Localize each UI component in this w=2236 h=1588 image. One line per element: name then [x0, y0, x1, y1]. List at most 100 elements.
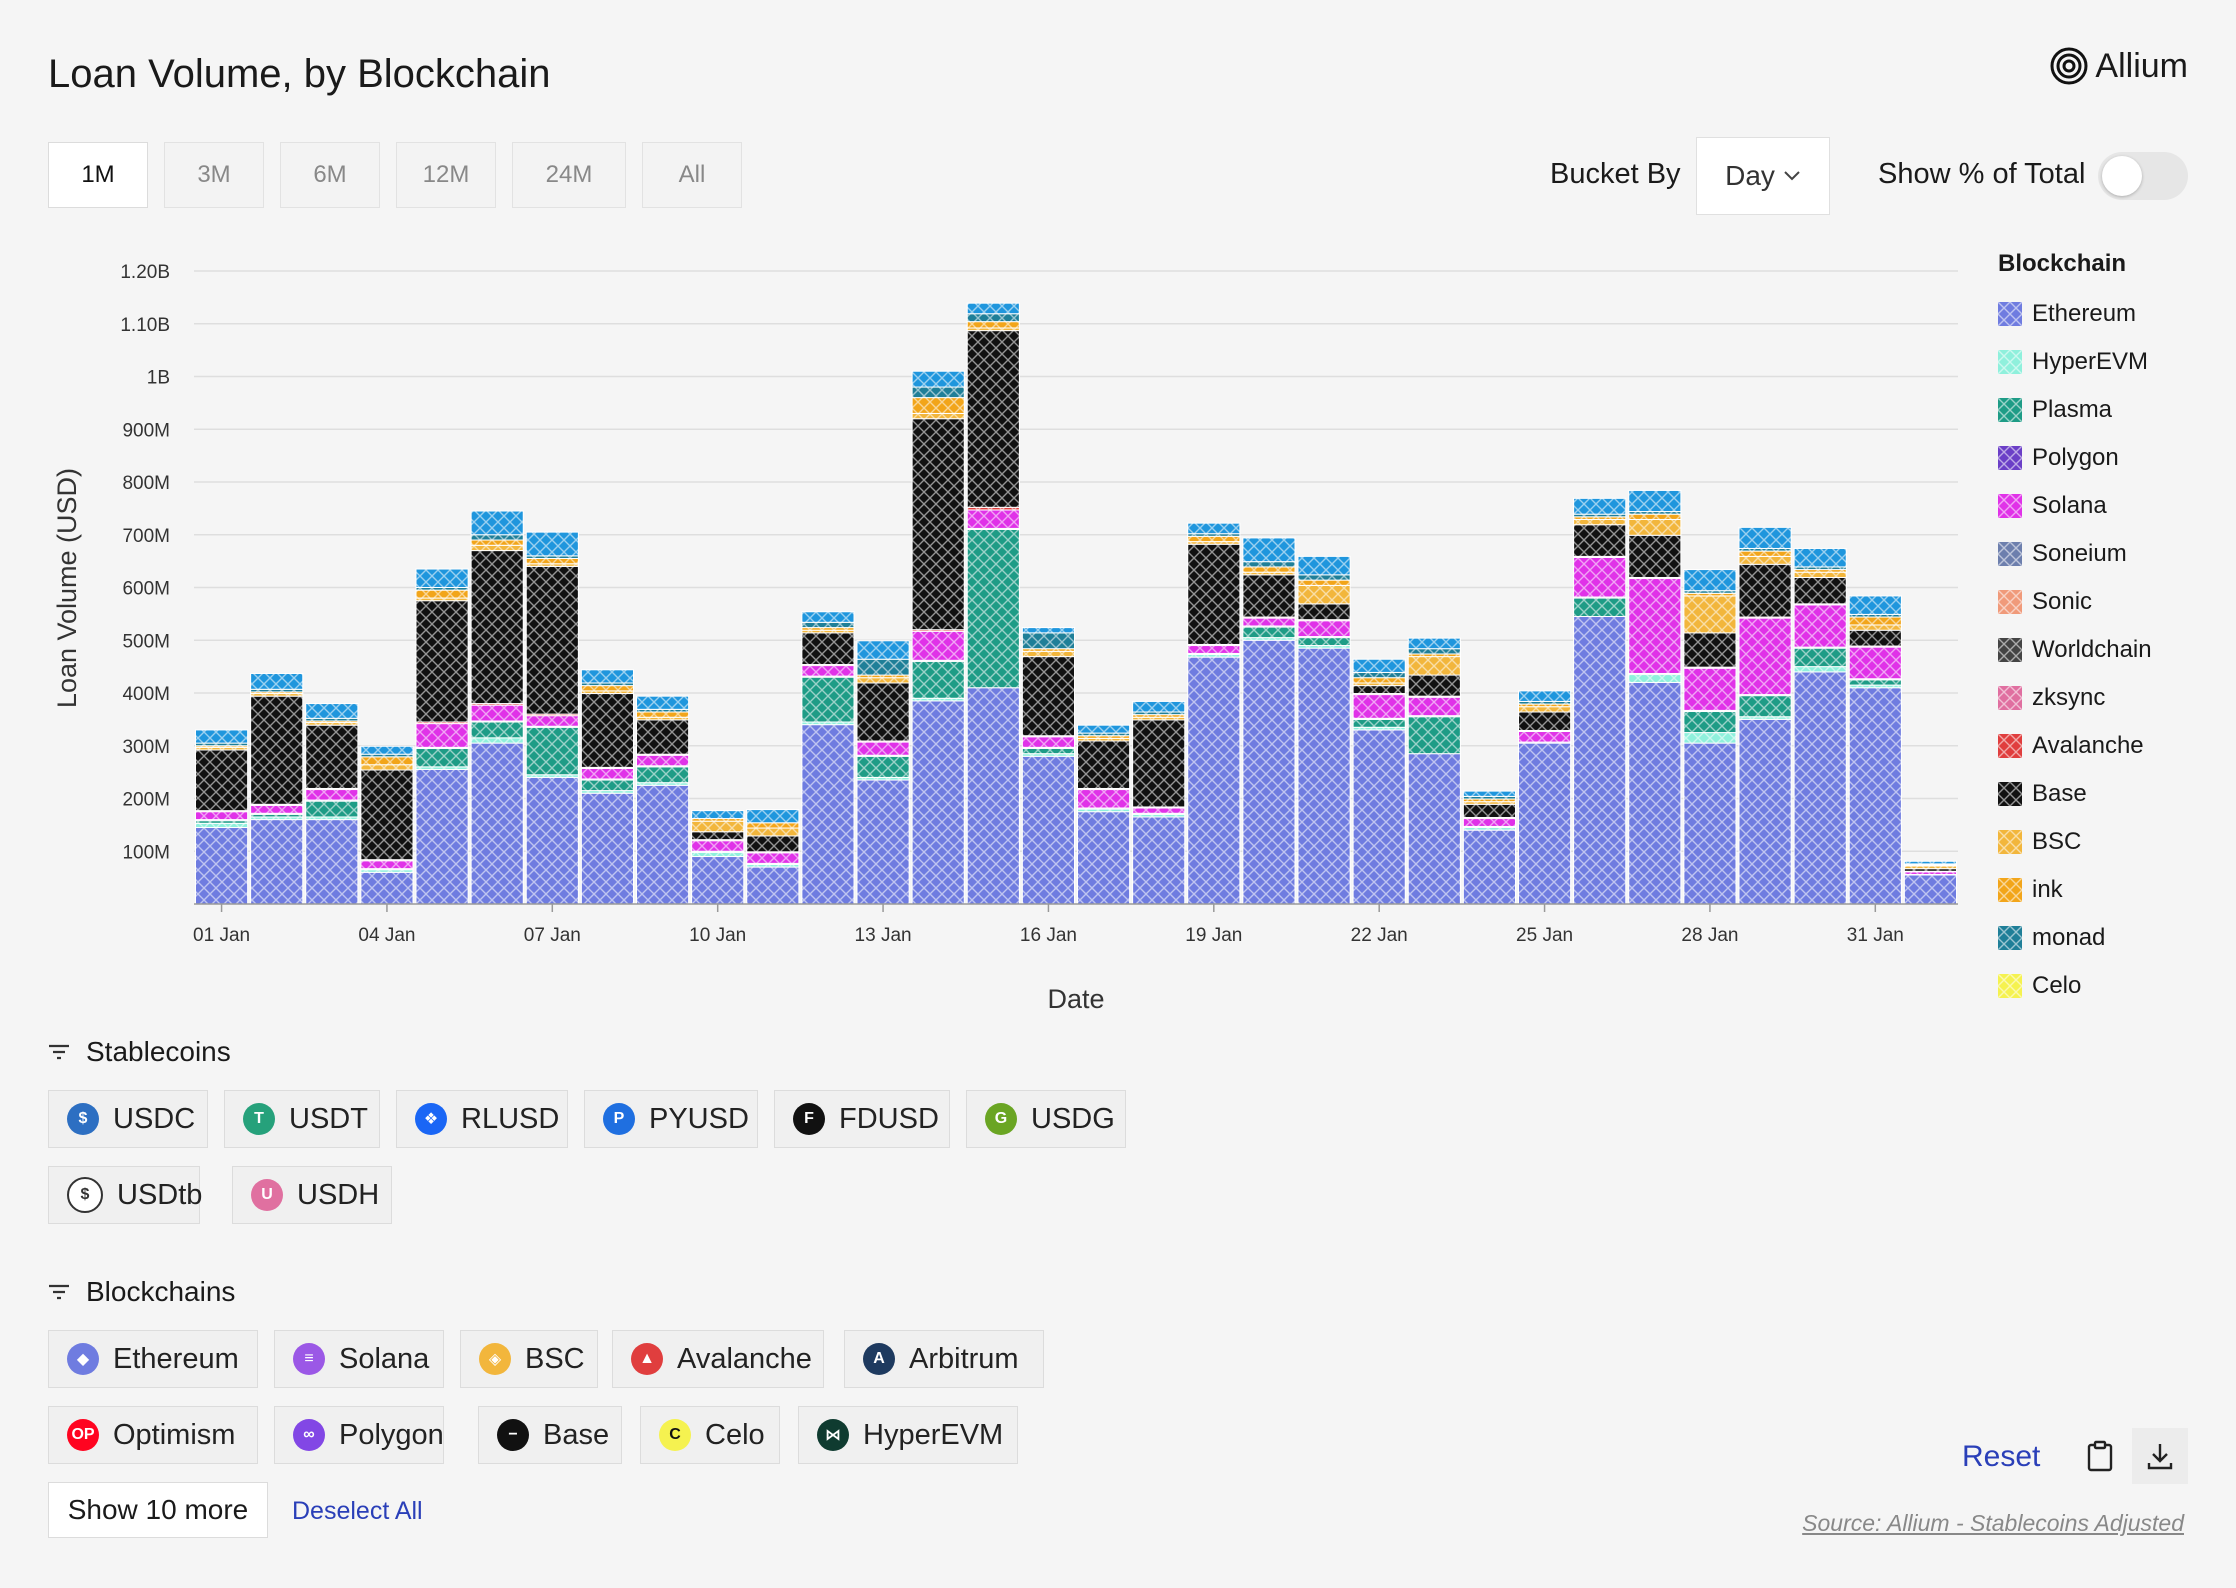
bar-segment-hyperevm-30-jan[interactable] — [1793, 666, 1847, 673]
bar-segment-monad-15-jan[interactable] — [966, 313, 1020, 323]
bar-segment-ethereum-26-jan[interactable] — [1573, 616, 1627, 905]
bar-segment-ethereum-17-jan[interactable] — [1077, 811, 1131, 905]
bar-segment-base-20-jan[interactable] — [1242, 574, 1296, 618]
bar-segment-ethereum-19-jan[interactable] — [1187, 656, 1241, 905]
bar-segment-plasma-05-jan[interactable] — [415, 747, 469, 768]
bar-segment-other-26-jan[interactable] — [1573, 497, 1627, 515]
bar-segment-solana-07-jan[interactable] — [525, 715, 579, 727]
legend-item-sonic[interactable]: Sonic — [1998, 578, 2152, 626]
bar-segment-other-19-jan[interactable] — [1187, 522, 1241, 535]
bar-segment-other-03-jan[interactable] — [305, 703, 359, 719]
bar-segment-ethereum-23-jan[interactable] — [1407, 753, 1461, 905]
bar-segment-monad-12-jan[interactable] — [801, 621, 855, 629]
bar-segment-solana-21-jan[interactable] — [1297, 620, 1351, 638]
bar-segment-other-01-feb[interactable] — [1903, 860, 1957, 865]
bar-segment-base-08-jan[interactable] — [580, 693, 634, 768]
stablecoin-chip-usdc[interactable]: $ USDC — [48, 1090, 208, 1148]
blockchain-chip-ethereum[interactable]: ◆ Ethereum — [48, 1330, 258, 1388]
bar-segment-monad-06-jan[interactable] — [470, 534, 524, 541]
bar-segment-base-09-jan[interactable] — [636, 719, 690, 755]
bar-segment-plasma-08-jan[interactable] — [580, 779, 634, 792]
bar-segment-bsc-21-jan[interactable] — [1297, 584, 1351, 605]
bar-segment-solana-11-jan[interactable] — [746, 852, 800, 864]
legend-item-ink[interactable]: ink — [1998, 866, 2152, 914]
bar-segment-other-15-jan[interactable] — [966, 302, 1020, 315]
bar-segment-base-27-jan[interactable] — [1628, 534, 1682, 578]
bar-segment-base-24-jan[interactable] — [1462, 803, 1516, 818]
bar-segment-base-14-jan[interactable] — [911, 418, 965, 631]
bar-segment-hyperevm-28-jan[interactable] — [1683, 732, 1737, 744]
bar-segment-base-12-jan[interactable] — [801, 632, 855, 666]
bar-segment-ethereum-24-jan[interactable] — [1462, 829, 1516, 905]
legend-item-avalanche[interactable]: Avalanche — [1998, 722, 2152, 770]
bar-segment-ethereum-06-jan[interactable] — [470, 742, 524, 905]
bar-segment-other-11-jan[interactable] — [746, 809, 800, 824]
bar-segment-monad-22-jan[interactable] — [1352, 671, 1406, 679]
bar-segment-plasma-26-jan[interactable] — [1573, 597, 1627, 618]
bar-segment-monad-21-jan[interactable] — [1297, 574, 1351, 581]
bar-segment-ethereum-04-jan[interactable] — [360, 871, 414, 905]
bar-segment-ethereum-13-jan[interactable] — [856, 779, 910, 905]
bar-segment-solana-14-jan[interactable] — [911, 630, 965, 661]
bar-segment-ethereum-28-jan[interactable] — [1683, 742, 1737, 905]
bar-segment-other-31-jan[interactable] — [1848, 595, 1902, 615]
blockchain-chip-celo[interactable]: C Celo — [640, 1406, 780, 1464]
bar-segment-ink-31-jan[interactable] — [1848, 616, 1902, 626]
bar-segment-solana-17-jan[interactable] — [1077, 789, 1131, 809]
bar-segment-bsc-14-jan[interactable] — [911, 412, 965, 420]
stablecoin-chip-rlusd[interactable]: ❖ RLUSD — [396, 1090, 568, 1148]
bar-segment-solana-31-jan[interactable] — [1848, 646, 1902, 680]
bar-segment-bsc-04-jan[interactable] — [360, 764, 414, 771]
bar-segment-plasma-03-jan[interactable] — [305, 800, 359, 818]
bar-segment-other-22-jan[interactable] — [1352, 658, 1406, 673]
bar-segment-solana-16-jan[interactable] — [1021, 736, 1075, 748]
bar-segment-bsc-29-jan[interactable] — [1738, 555, 1792, 565]
bar-segment-base-25-jan[interactable] — [1518, 711, 1572, 731]
bar-segment-other-25-jan[interactable] — [1518, 690, 1572, 702]
bar-segment-base-26-jan[interactable] — [1573, 524, 1627, 557]
bar-segment-ethereum-31-jan[interactable] — [1848, 687, 1902, 905]
bar-segment-solana-30-jan[interactable] — [1793, 604, 1847, 648]
bar-segment-ink-11-jan[interactable] — [746, 822, 800, 829]
bar-segment-other-02-jan[interactable] — [250, 672, 304, 690]
bar-segment-solana-27-jan[interactable] — [1628, 578, 1682, 674]
bar-segment-plasma-16-jan[interactable] — [1021, 747, 1075, 755]
legend-item-monad[interactable]: monad — [1998, 914, 2152, 962]
bar-segment-bsc-23-jan[interactable] — [1407, 656, 1461, 676]
bar-segment-base-10-jan[interactable] — [691, 831, 745, 841]
bar-segment-base-11-jan[interactable] — [746, 835, 800, 853]
show-more-button[interactable]: Show 10 more — [48, 1482, 268, 1538]
bar-segment-solana-03-jan[interactable] — [305, 789, 359, 801]
bar-segment-ink-08-jan[interactable] — [580, 685, 634, 692]
bar-segment-base-06-jan[interactable] — [470, 550, 524, 705]
bar-segment-base-01-jan[interactable] — [195, 749, 249, 812]
bar-segment-other-14-jan[interactable] — [911, 370, 965, 388]
legend-item-solana[interactable]: Solana — [1998, 482, 2152, 530]
stablecoin-chip-usdg[interactable]: G USDG — [966, 1090, 1126, 1148]
bar-segment-solana-02-jan[interactable] — [250, 804, 304, 814]
bar-segment-base-21-jan[interactable] — [1297, 603, 1351, 621]
bar-segment-monad-14-jan[interactable] — [911, 386, 965, 399]
bar-segment-base-18-jan[interactable] — [1132, 719, 1186, 808]
bar-segment-solana-12-jan[interactable] — [801, 665, 855, 677]
bar-segment-plasma-14-jan[interactable] — [911, 660, 965, 699]
bar-segment-bsc-30-jan[interactable] — [1793, 571, 1847, 578]
bar-segment-hyperevm-01-jan[interactable] — [195, 822, 249, 829]
stablecoin-chip-usdt[interactable]: T USDT — [224, 1090, 380, 1148]
blockchain-chip-arbitrum[interactable]: A Arbitrum — [844, 1330, 1044, 1388]
bar-segment-base-03-jan[interactable] — [305, 724, 359, 789]
bar-segment-ink-05-jan[interactable] — [415, 589, 469, 599]
bar-segment-ethereum-27-jan[interactable] — [1628, 681, 1682, 905]
bar-segment-solana-24-jan[interactable] — [1462, 818, 1516, 827]
range-button-3m[interactable]: 3M — [164, 142, 264, 208]
bar-segment-base-28-jan[interactable] — [1683, 632, 1737, 668]
bar-segment-ethereum-02-jan[interactable] — [250, 819, 304, 905]
blockchain-chip-avalanche[interactable]: ▲ Avalanche — [612, 1330, 824, 1388]
bar-segment-other-18-jan[interactable] — [1132, 700, 1186, 713]
bar-segment-ethereum-22-jan[interactable] — [1352, 729, 1406, 905]
bar-segment-ethereum-08-jan[interactable] — [580, 792, 634, 905]
legend-item-ethereum[interactable]: Ethereum — [1998, 290, 2152, 338]
bar-segment-other-05-jan[interactable] — [415, 568, 469, 588]
bar-segment-base-19-jan[interactable] — [1187, 543, 1241, 645]
bar-segment-other-12-jan[interactable] — [801, 611, 855, 623]
